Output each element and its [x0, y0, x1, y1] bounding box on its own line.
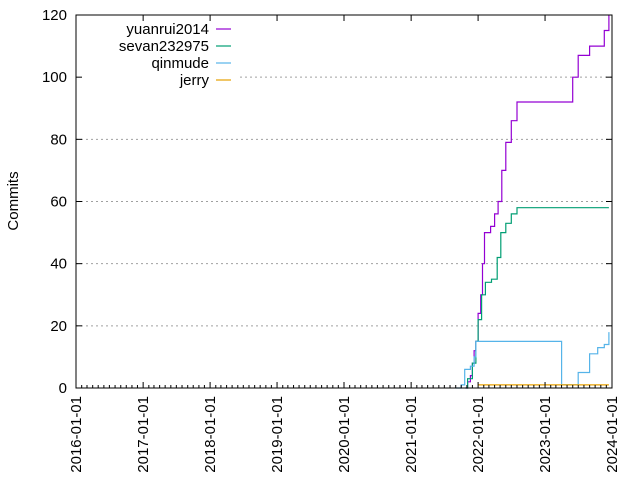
x-tick-label: 2022-01-01	[470, 396, 487, 473]
y-tick-label: 120	[42, 7, 67, 24]
x-tick-label: 2023-01-01	[537, 396, 554, 473]
tick-layer: 0 20 40 60 80 100 120 2016-01-01 2017-01-01 2018-…	[42, 7, 621, 473]
y-tick-label: 20	[50, 318, 67, 335]
legend-label-jerry: jerry	[179, 72, 210, 89]
y-tick-label: 100	[42, 69, 67, 86]
x-tick-label: 2017-01-01	[135, 396, 152, 473]
series-line-qinmude	[455, 332, 610, 389]
series-layer	[455, 15, 610, 389]
y-tick-label: 40	[50, 256, 67, 273]
legend-label-qinmude: qinmude	[151, 55, 209, 72]
x-tick-label: 2024-01-01	[604, 396, 621, 473]
x-tick-label: 2019-01-01	[269, 396, 286, 473]
x-tick-label: 2018-01-01	[202, 396, 219, 473]
y-tick-label: 0	[59, 380, 67, 397]
y-tick-label: 80	[50, 131, 67, 148]
grid-layer	[76, 76, 612, 327]
x-tick-label: 2020-01-01	[336, 396, 353, 473]
series-line-sevan232975	[465, 207, 609, 389]
legend-label-sevan232975: sevan232975	[119, 38, 209, 55]
x-tick-label: 2016-01-01	[68, 396, 85, 473]
y-axis-title: Commits	[5, 171, 22, 230]
y-tick-label: 60	[50, 194, 67, 211]
legend-label-yuanrui2014: yuanrui2014	[126, 21, 209, 38]
x-tick-label: 2021-01-01	[403, 396, 420, 473]
